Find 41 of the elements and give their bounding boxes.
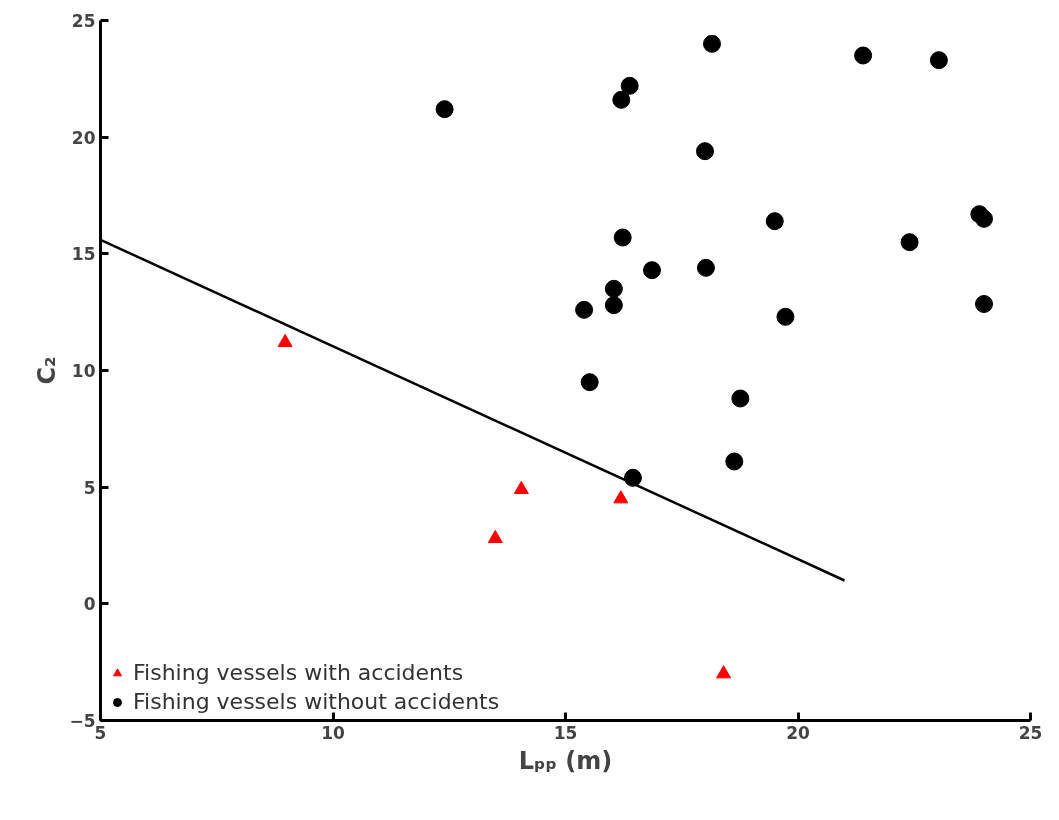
point	[613, 228, 632, 247]
point	[575, 300, 594, 319]
point	[696, 258, 715, 277]
x-tick-label: 20	[786, 722, 810, 743]
point	[716, 665, 732, 679]
point	[765, 212, 784, 231]
point	[620, 76, 639, 95]
point	[580, 373, 599, 392]
point	[513, 480, 529, 495]
point	[975, 295, 993, 313]
point	[277, 333, 293, 348]
x-axis-title: Lₚₚ (m)	[518, 746, 613, 775]
point	[702, 34, 721, 53]
point	[435, 100, 454, 119]
legend-label: Fishing vessels with accidents	[133, 660, 464, 685]
y-tick-label: −5	[69, 711, 96, 731]
point	[975, 209, 993, 228]
point	[604, 296, 623, 315]
point	[604, 279, 623, 298]
point	[854, 46, 873, 65]
point	[731, 389, 750, 408]
x-tick-label: 25	[1018, 722, 1043, 743]
x-tick-label: 10	[321, 722, 345, 743]
point	[725, 452, 744, 471]
point	[776, 307, 795, 326]
y-tick-label: 5	[83, 477, 96, 498]
y-axis-title: C₂	[33, 356, 62, 385]
y-tick-label: 20	[71, 127, 96, 148]
y-tick-label: 0	[83, 594, 96, 615]
x-tick-label: 15	[553, 722, 578, 743]
point	[612, 90, 631, 109]
legend-label: Fishing vessels without accidents	[133, 689, 500, 714]
point	[613, 490, 629, 504]
y-tick-label: 25	[71, 11, 96, 31]
point	[487, 529, 503, 544]
point	[929, 51, 948, 70]
point	[900, 233, 919, 252]
y-tick-label: 10	[71, 361, 96, 381]
point	[642, 261, 661, 280]
y-tick-label: 15	[71, 244, 96, 265]
point	[696, 142, 714, 161]
